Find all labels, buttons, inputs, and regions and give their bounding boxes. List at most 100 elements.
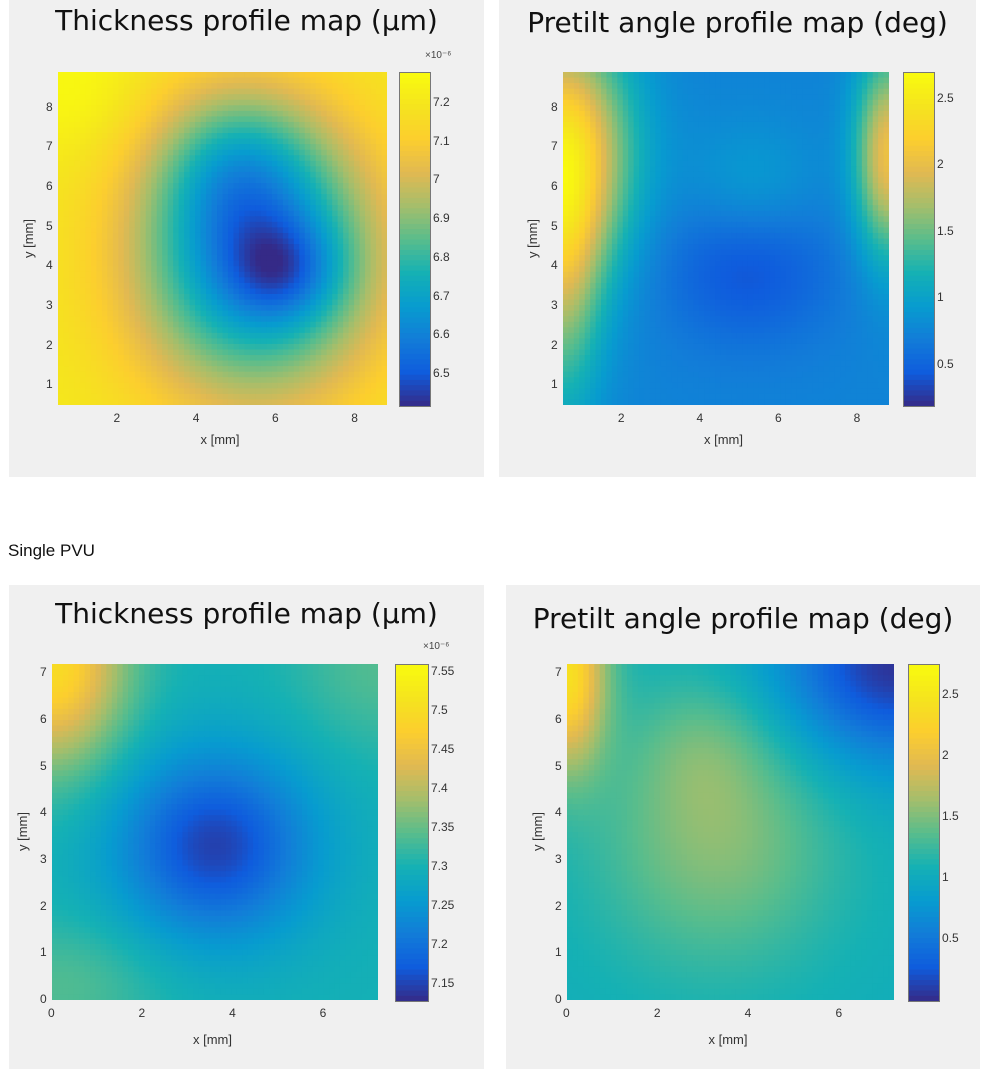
heatmap-cell xyxy=(123,349,130,356)
heatmap-cell xyxy=(112,227,119,234)
heatmap-cell xyxy=(293,121,300,129)
heatmap-cell xyxy=(227,327,235,334)
heatmap-cell xyxy=(617,155,624,162)
heatmap-cell xyxy=(370,271,377,278)
heatmap-cell xyxy=(162,305,169,312)
heatmap-cell xyxy=(277,238,284,245)
heatmap-cell xyxy=(233,227,240,234)
heatmap-cell xyxy=(791,110,798,117)
heatmap-cell xyxy=(807,183,814,190)
heatmap-cell xyxy=(255,343,262,351)
heatmap-cell xyxy=(304,116,311,123)
heatmap-cell xyxy=(118,116,125,123)
heatmap-cell xyxy=(195,216,202,223)
heatmap-cell xyxy=(233,332,240,339)
heatmap-cell xyxy=(726,166,733,173)
heatmap-cell xyxy=(299,133,306,140)
heatmap-cell xyxy=(63,343,70,351)
heatmap-cell xyxy=(101,371,108,378)
heatmap-cell xyxy=(310,316,317,323)
heatmap-cell xyxy=(112,399,119,405)
heatmap-cell xyxy=(184,155,191,162)
heatmap-cell xyxy=(326,399,333,405)
heatmap-cell xyxy=(671,72,678,79)
heatmap-cell xyxy=(867,144,874,151)
heatmap-cell xyxy=(96,166,103,173)
heatmap-cell xyxy=(255,299,262,306)
heatmap-cell xyxy=(381,305,387,312)
heatmap-cell xyxy=(145,216,152,223)
heatmap-cell xyxy=(359,305,366,312)
heatmap-cell xyxy=(140,221,147,228)
heatmap-cell xyxy=(742,138,749,145)
heatmap-cell xyxy=(244,321,251,328)
heatmap-cell xyxy=(79,327,87,334)
colorbar-swatch xyxy=(400,197,430,204)
heatmap-cell xyxy=(184,221,191,228)
heatmap-cell xyxy=(238,266,246,273)
heatmap-cell xyxy=(173,399,180,405)
heatmap-cell xyxy=(326,238,333,245)
heatmap-cell xyxy=(758,166,765,173)
heatmap-cell xyxy=(293,338,300,345)
heatmap-cell xyxy=(655,138,662,145)
heatmap-cell xyxy=(249,121,256,129)
heatmap-cell xyxy=(173,166,180,173)
heatmap-cell xyxy=(568,121,575,129)
heatmap-cell xyxy=(769,99,776,106)
heatmap-cell xyxy=(381,227,387,234)
heatmap-cell xyxy=(206,105,213,112)
heatmap-cell xyxy=(68,149,76,156)
heatmap-cell xyxy=(118,194,125,201)
heatmap-cell xyxy=(698,166,705,173)
heatmap-cell xyxy=(74,382,81,389)
heatmap-cell xyxy=(802,166,809,173)
heatmap-cell xyxy=(162,349,169,356)
heatmap-cell xyxy=(200,77,207,84)
heatmap-cell xyxy=(850,155,857,162)
heatmap-cell xyxy=(337,110,344,117)
heatmap-cell xyxy=(293,127,300,134)
heatmap-cell xyxy=(222,216,229,223)
heatmap-cell xyxy=(856,138,863,145)
heatmap-cell xyxy=(233,249,240,256)
heatmap-cell xyxy=(376,393,383,401)
heatmap-cell xyxy=(96,155,103,162)
heatmap-cell xyxy=(310,221,317,228)
heatmap-cell xyxy=(79,194,87,201)
heatmap-cell xyxy=(140,393,147,401)
heatmap-cell xyxy=(698,116,705,123)
heatmap-cell xyxy=(299,160,306,167)
heatmap-cell xyxy=(764,94,771,101)
heatmap-cell xyxy=(321,199,328,206)
heatmap-cell xyxy=(85,393,92,401)
heatmap-cell xyxy=(63,288,70,295)
heatmap-cell xyxy=(129,288,136,295)
heatmap-cell xyxy=(348,244,355,251)
heatmap-cell xyxy=(63,305,70,312)
heatmap-cell xyxy=(611,171,618,179)
heatmap-cell xyxy=(326,266,333,273)
heatmap-cell xyxy=(709,127,716,134)
heatmap-cell xyxy=(206,393,213,401)
heatmap-cell xyxy=(249,282,256,290)
heatmap-cell xyxy=(184,177,191,184)
heatmap-cell xyxy=(58,149,65,156)
colorbar-tick-label: 6.7 xyxy=(433,288,450,303)
heatmap-cell xyxy=(332,183,339,190)
heatmap-cell xyxy=(178,199,185,206)
heatmap-cell xyxy=(310,127,317,134)
heatmap-cell xyxy=(79,110,87,117)
heatmap-cell xyxy=(370,343,377,351)
heatmap-cell xyxy=(655,110,662,117)
heatmap-cell xyxy=(343,171,350,179)
heatmap-cell xyxy=(79,144,87,151)
heatmap-cell xyxy=(829,116,836,123)
heatmap-cell xyxy=(145,355,152,362)
heatmap-cell xyxy=(682,77,689,84)
heatmap-cell xyxy=(867,88,874,95)
heatmap-cell xyxy=(101,133,108,140)
heatmap-cell xyxy=(715,166,722,173)
heatmap-cell xyxy=(140,349,147,356)
heatmap-cell xyxy=(354,382,361,389)
